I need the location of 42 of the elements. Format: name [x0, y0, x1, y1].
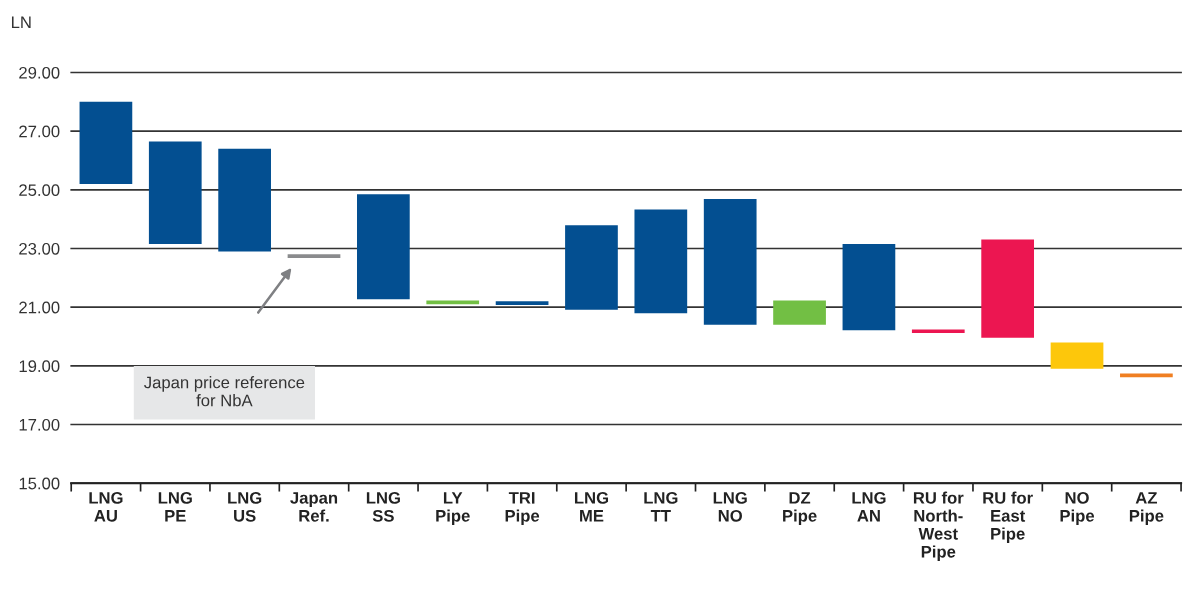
bar [495, 301, 549, 306]
y-tick-label: 19.00 [19, 360, 60, 373]
x-tick-label: LNG NO [713, 491, 747, 522]
bar [1050, 342, 1104, 369]
bar [565, 225, 618, 310]
bar [842, 244, 896, 331]
annotation: Japan price reference for NbA [144, 376, 305, 407]
bar [426, 300, 480, 305]
x-tick-label: LY Pipe [436, 492, 470, 526]
bar [703, 198, 757, 325]
x-tick-label: LNG ME [574, 491, 609, 522]
bar [287, 254, 341, 258]
y-tick-label: 29.00 [19, 66, 60, 79]
y-tick-label: 23.00 [19, 242, 60, 255]
x-tick-label: Japan Ref. [290, 492, 338, 522]
bar [79, 101, 133, 184]
x-tick-label: TRI Pipe [505, 492, 540, 526]
bar [357, 194, 410, 300]
bar [218, 148, 271, 252]
bar [981, 239, 1035, 338]
x-tick-label: RU for East Pipe [983, 491, 1033, 543]
x-tick-label: DZ Pipe [783, 492, 817, 526]
x-tick-label: LNG PE [158, 491, 192, 522]
y-tick-label: 25.00 [19, 184, 60, 197]
x-tick-label: NO Pipe [1060, 491, 1095, 526]
x-tick-label: LNG AU [89, 491, 123, 522]
x-tick-label: LNG AN [852, 491, 886, 522]
bar [773, 300, 826, 325]
bar [148, 141, 202, 245]
y-tick-label: 21.00 [19, 301, 60, 314]
y-tick-label: 17.00 [19, 418, 60, 431]
x-tick-label: RU for North- West Pipe [913, 491, 964, 561]
x-tick-label: LNG US [228, 491, 262, 522]
x-tick-label: LNG SS [366, 491, 400, 522]
x-tick-label: AZ Pipe [1129, 492, 1164, 526]
bar [1120, 373, 1173, 378]
y-tick-label: 27.00 [19, 125, 60, 138]
bar [911, 329, 965, 333]
y-axis-title: LN [11, 16, 31, 28]
y-tick-label: 15.00 [19, 477, 60, 490]
bar [634, 209, 688, 314]
x-tick-label: LNG TT [644, 491, 678, 522]
